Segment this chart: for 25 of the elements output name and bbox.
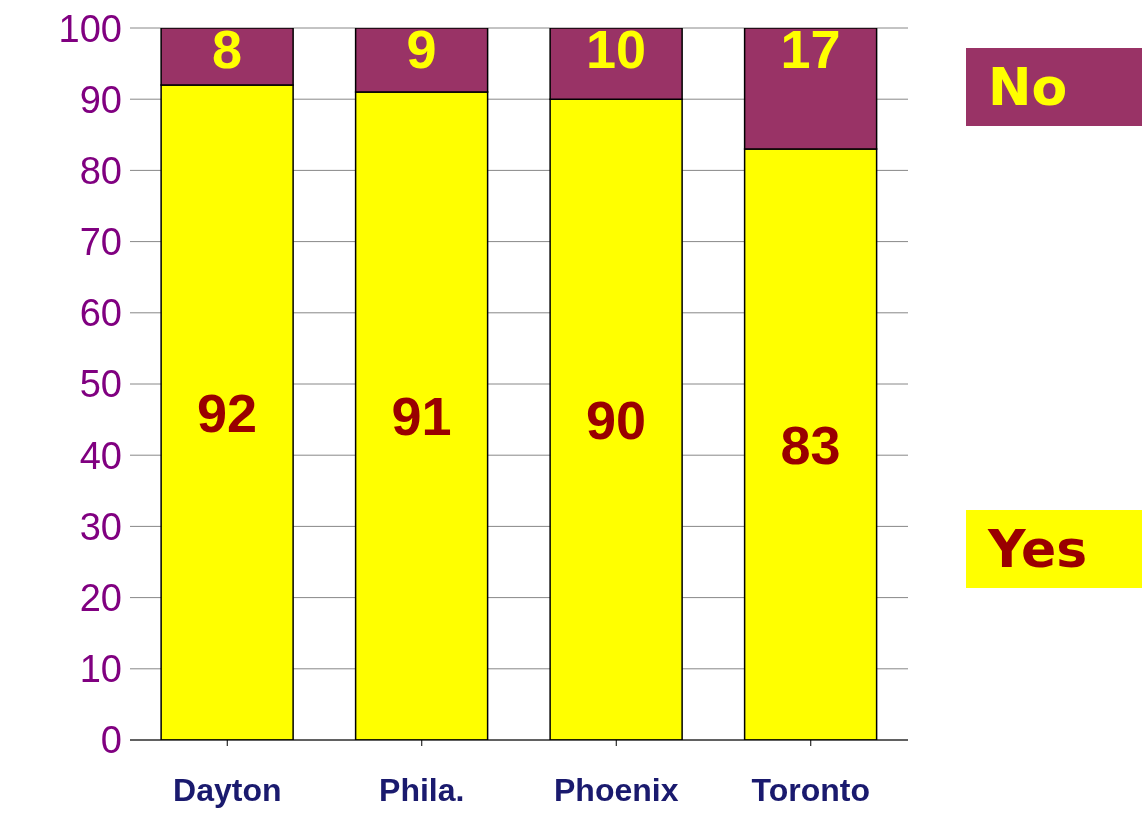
y-tick-label: 90 <box>79 78 122 121</box>
data-label: 90 <box>586 389 647 450</box>
y-tick-label: 40 <box>79 434 122 477</box>
x-tick-label: Toronto <box>751 771 870 808</box>
y-tick-label: 10 <box>79 648 122 691</box>
y-tick-label: 60 <box>79 292 122 335</box>
y-tick-label: 20 <box>79 577 122 620</box>
y-tick-label: 30 <box>79 505 122 548</box>
data-label: 17 <box>780 19 841 80</box>
y-tick-label: 50 <box>79 363 122 406</box>
data-label: 83 <box>780 414 841 475</box>
text: Yes <box>966 510 1142 588</box>
data-label: 9 <box>406 19 437 80</box>
text: No <box>966 48 1142 126</box>
x-tick-label: Dayton <box>173 771 282 808</box>
x-tick-label: Phila. <box>379 771 465 808</box>
data-label: 8 <box>212 19 243 80</box>
y-tick-label: 100 <box>58 7 122 50</box>
data-label: 10 <box>586 19 647 80</box>
data-label: 91 <box>391 386 452 447</box>
data-label: 92 <box>197 382 258 443</box>
y-tick-label: 0 <box>100 719 122 762</box>
y-tick-label: 80 <box>79 149 122 192</box>
x-tick-label: Phoenix <box>554 771 679 808</box>
y-tick-label: 70 <box>79 221 122 264</box>
